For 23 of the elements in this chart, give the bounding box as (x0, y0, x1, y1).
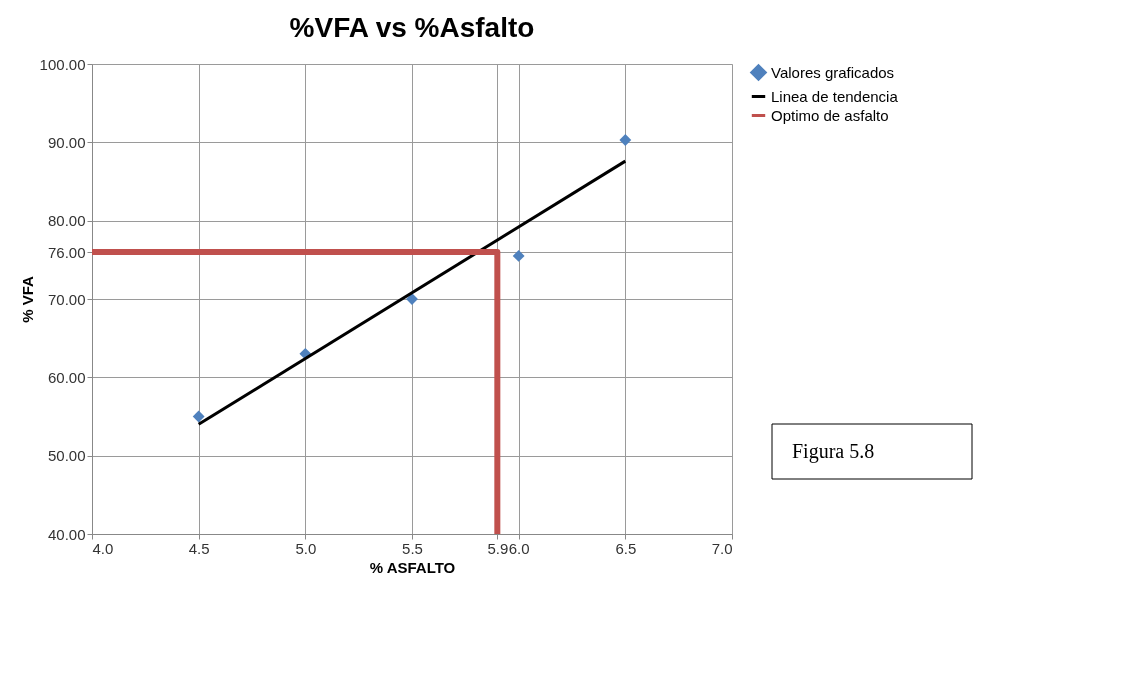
y-tick-label: 90.00 (47, 133, 86, 151)
x-tick-label: 5.0 (295, 539, 317, 557)
chart-title: %VFA vs %Asfalto (289, 12, 535, 43)
x-axis-title: % ASFALTO (369, 558, 456, 576)
x-tick-label: 4.5 (188, 539, 210, 557)
x-tick-label: 4.0 (92, 539, 114, 557)
x-tick-label: 6.0 (508, 539, 530, 557)
y-tick-label: 80.00 (47, 212, 86, 230)
y-axis-title: % VFA (18, 276, 36, 323)
x-tick-label: 6.5 (615, 539, 637, 557)
text: Figura 5.8 (792, 440, 875, 463)
legend-label: Valores graficados (771, 63, 895, 81)
y-tick-label: 76.00 (47, 243, 86, 261)
x-tick-label: 7.0 (711, 539, 733, 557)
legend-label: Linea de tendencia (771, 87, 899, 105)
y-tick-label: 40.00 (47, 525, 86, 543)
y-tick-label: 70.00 (47, 290, 86, 308)
y-tick-label: 50.00 (47, 447, 86, 465)
x-tick-label: 5.5 (402, 539, 423, 557)
y-tick-label: 100.00 (39, 55, 86, 73)
legend-label: Optimo de asfalto (771, 106, 889, 124)
x-tick-label: 5.9 (487, 539, 509, 557)
y-tick-label: 60.00 (47, 368, 86, 386)
